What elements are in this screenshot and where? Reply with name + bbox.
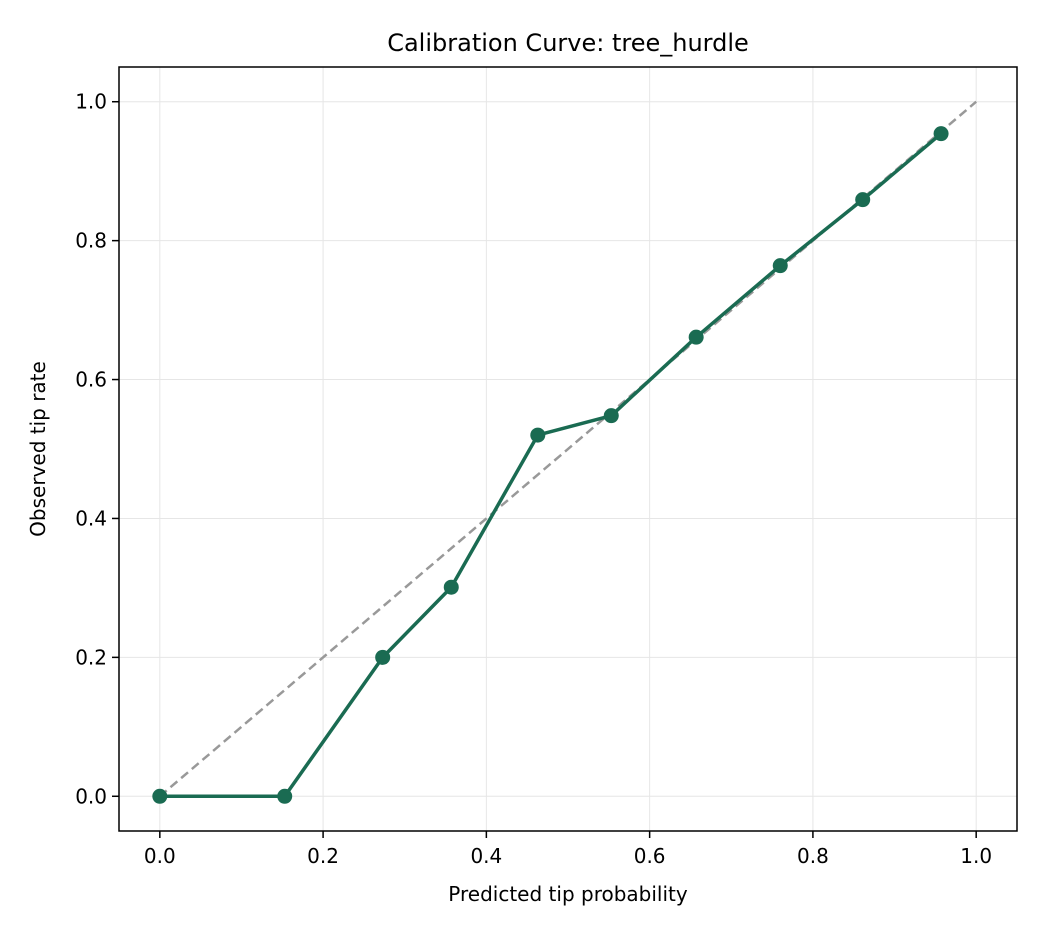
- y-tick-label: 0.8: [75, 229, 107, 253]
- x-axis-label: Predicted tip probability: [448, 882, 688, 906]
- x-tick-label: 0.2: [307, 844, 339, 868]
- reference-line-group: [159, 100, 977, 798]
- calibration-point: [443, 579, 459, 595]
- perfect-calibration-line: [159, 100, 977, 798]
- calibration-series-line: [159, 132, 943, 799]
- y-axis-label: Observed tip rate: [26, 361, 50, 537]
- calibration-point: [530, 427, 546, 443]
- chart-title: Calibration Curve: tree_hurdle: [387, 29, 749, 57]
- calibration-point: [772, 258, 788, 274]
- x-tick-label: 0.0: [144, 844, 176, 868]
- y-tick-label: 0.0: [75, 784, 107, 808]
- y-axis-ticks: 0.0 0.2 0.4 0.6 0.8 1.0: [75, 90, 119, 808]
- grid: [119, 67, 1017, 831]
- x-tick-label: 1.0: [960, 844, 992, 868]
- calibration-point: [277, 788, 293, 804]
- calibration-point: [375, 649, 391, 665]
- calibration-point: [152, 788, 168, 804]
- x-tick-label: 0.4: [470, 844, 502, 868]
- x-tick-label: 0.8: [797, 844, 829, 868]
- series-group: [152, 126, 949, 804]
- y-tick-label: 0.6: [75, 368, 107, 392]
- plot-frame: [118, 66, 1018, 832]
- y-tick-label: 1.0: [75, 90, 107, 114]
- calibration-point: [603, 408, 619, 424]
- y-tick-label: 0.2: [75, 645, 107, 669]
- calibration-point: [933, 126, 949, 142]
- x-axis-ticks: 0.0 0.2 0.4 0.6 0.8 1.0: [144, 831, 992, 868]
- y-tick-label: 0.4: [75, 506, 107, 530]
- calibration-point: [688, 329, 704, 345]
- x-tick-label: 0.6: [634, 844, 666, 868]
- calibration-point: [855, 192, 871, 208]
